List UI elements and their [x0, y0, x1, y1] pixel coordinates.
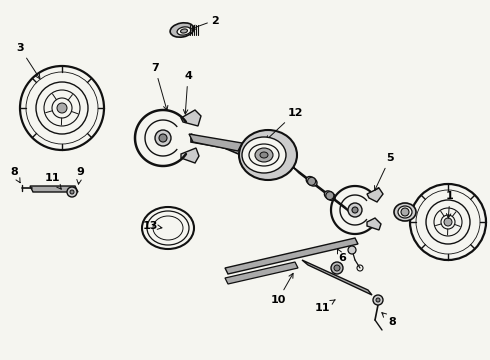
Circle shape	[444, 218, 452, 226]
Ellipse shape	[306, 176, 317, 186]
Polygon shape	[225, 238, 358, 274]
Ellipse shape	[142, 207, 194, 249]
Circle shape	[348, 246, 356, 254]
Ellipse shape	[177, 27, 191, 35]
Circle shape	[70, 190, 74, 194]
Circle shape	[67, 187, 77, 197]
Text: 8: 8	[382, 312, 396, 327]
Text: 6: 6	[338, 249, 346, 263]
Polygon shape	[181, 148, 199, 163]
Text: 5: 5	[374, 153, 394, 190]
Polygon shape	[189, 134, 242, 151]
Polygon shape	[225, 262, 298, 284]
Circle shape	[376, 298, 380, 302]
Ellipse shape	[255, 148, 273, 162]
Circle shape	[331, 262, 343, 274]
Text: 11: 11	[314, 300, 335, 313]
Circle shape	[401, 208, 409, 216]
Polygon shape	[191, 134, 248, 158]
Circle shape	[352, 207, 358, 213]
Ellipse shape	[170, 23, 194, 37]
Polygon shape	[30, 186, 78, 192]
Circle shape	[326, 192, 334, 200]
Text: 13: 13	[142, 221, 162, 231]
Polygon shape	[367, 188, 383, 202]
Text: 1: 1	[446, 191, 454, 218]
Circle shape	[308, 177, 316, 185]
Polygon shape	[293, 167, 351, 213]
Circle shape	[348, 203, 362, 217]
Text: 4: 4	[183, 71, 192, 114]
Circle shape	[373, 295, 383, 305]
Circle shape	[20, 66, 104, 150]
Circle shape	[410, 184, 486, 260]
Text: 3: 3	[16, 43, 40, 79]
Text: 9: 9	[76, 167, 84, 184]
Circle shape	[159, 134, 167, 142]
Polygon shape	[367, 218, 381, 230]
Text: 11: 11	[44, 173, 61, 189]
Polygon shape	[181, 110, 201, 126]
Ellipse shape	[180, 29, 188, 33]
Circle shape	[57, 103, 67, 113]
Text: 7: 7	[151, 63, 168, 110]
Polygon shape	[302, 260, 372, 295]
Ellipse shape	[394, 203, 416, 221]
Ellipse shape	[398, 206, 412, 218]
Ellipse shape	[242, 137, 286, 173]
Circle shape	[334, 265, 340, 271]
Text: 10: 10	[270, 273, 293, 305]
Text: 12: 12	[266, 108, 303, 140]
Text: 2: 2	[211, 16, 219, 26]
Ellipse shape	[239, 130, 297, 180]
Ellipse shape	[260, 152, 268, 158]
Ellipse shape	[324, 191, 335, 201]
Circle shape	[155, 130, 171, 146]
Text: 8: 8	[10, 167, 20, 183]
